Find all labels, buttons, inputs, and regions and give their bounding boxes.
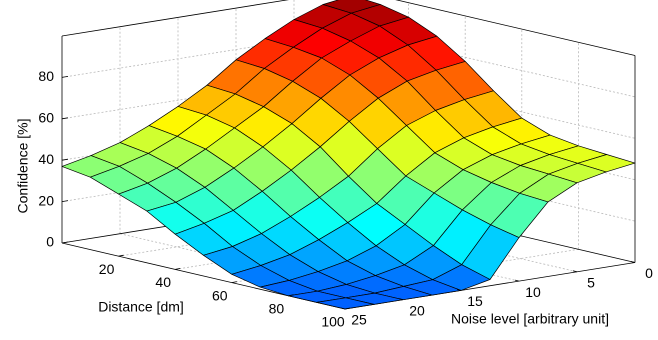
x-tick <box>175 268 181 270</box>
z-tick <box>61 76 69 78</box>
z-tick <box>61 241 69 244</box>
z-tick <box>61 200 69 202</box>
z-tick <box>61 158 69 161</box>
y-tick-label: 0 <box>645 265 653 281</box>
z-tick-label: 60 <box>38 110 54 126</box>
z-axis-label: Confidence [%] <box>15 119 31 214</box>
surface-mesh <box>61 0 636 310</box>
y-axis-label: Noise level [arbitrary unit] <box>451 311 609 327</box>
x-tick-label: 40 <box>155 274 171 290</box>
x-tick <box>344 307 351 310</box>
x-tick <box>231 281 237 283</box>
x-tick <box>288 294 294 297</box>
x-axis-label: Distance [dm] <box>98 299 184 315</box>
z-tick-label: 40 <box>38 151 54 167</box>
y-tick-label: 15 <box>467 293 483 309</box>
axis-box-edge <box>395 0 636 56</box>
y-tick <box>340 307 346 310</box>
y-tick-label: 5 <box>587 275 595 291</box>
y-tick <box>630 261 636 263</box>
z-tick <box>61 117 69 120</box>
z-tick-label: 80 <box>38 68 54 84</box>
x-tick <box>118 254 124 257</box>
axis-box-edge <box>61 0 290 37</box>
x-tick-label: 80 <box>269 301 285 317</box>
y-tick-label: 25 <box>351 312 367 328</box>
y-tick-label: 10 <box>525 284 541 300</box>
axes-ticks: 0 20 40 60 80 20 40 60 80 100 0 5 10 15 20 25 <box>38 68 653 330</box>
z-tick-label: 20 <box>38 192 54 208</box>
y-tick-label: 20 <box>409 302 425 318</box>
x-tick-label: 100 <box>321 314 345 330</box>
x-tick-label: 20 <box>99 261 115 277</box>
y-tick <box>572 270 578 273</box>
x-tick-label: 60 <box>212 287 228 303</box>
z-tick-label: 0 <box>46 234 54 250</box>
y-tick <box>456 289 462 291</box>
y-tick <box>398 298 404 301</box>
y-tick <box>514 279 520 282</box>
